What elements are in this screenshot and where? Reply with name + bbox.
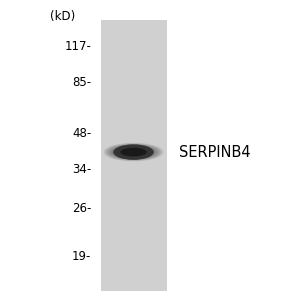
- Text: 26-: 26-: [72, 202, 92, 215]
- Text: 34-: 34-: [72, 163, 92, 176]
- Text: 19-: 19-: [72, 250, 92, 263]
- Ellipse shape: [113, 144, 154, 160]
- Ellipse shape: [113, 146, 154, 158]
- Text: 117-: 117-: [64, 40, 92, 53]
- Ellipse shape: [106, 144, 161, 160]
- Ellipse shape: [111, 145, 156, 159]
- Text: 48-: 48-: [72, 127, 92, 140]
- Ellipse shape: [110, 145, 158, 160]
- Bar: [100, 20, 166, 291]
- Ellipse shape: [112, 146, 155, 159]
- Ellipse shape: [105, 143, 162, 161]
- Ellipse shape: [108, 144, 159, 160]
- Text: 85-: 85-: [72, 76, 92, 89]
- Ellipse shape: [107, 144, 160, 160]
- Ellipse shape: [104, 143, 163, 161]
- Ellipse shape: [120, 148, 147, 156]
- Ellipse shape: [103, 143, 164, 161]
- Ellipse shape: [110, 145, 157, 159]
- Text: (kD): (kD): [50, 10, 76, 23]
- Text: SERPINB4: SERPINB4: [178, 145, 250, 160]
- Ellipse shape: [109, 144, 158, 160]
